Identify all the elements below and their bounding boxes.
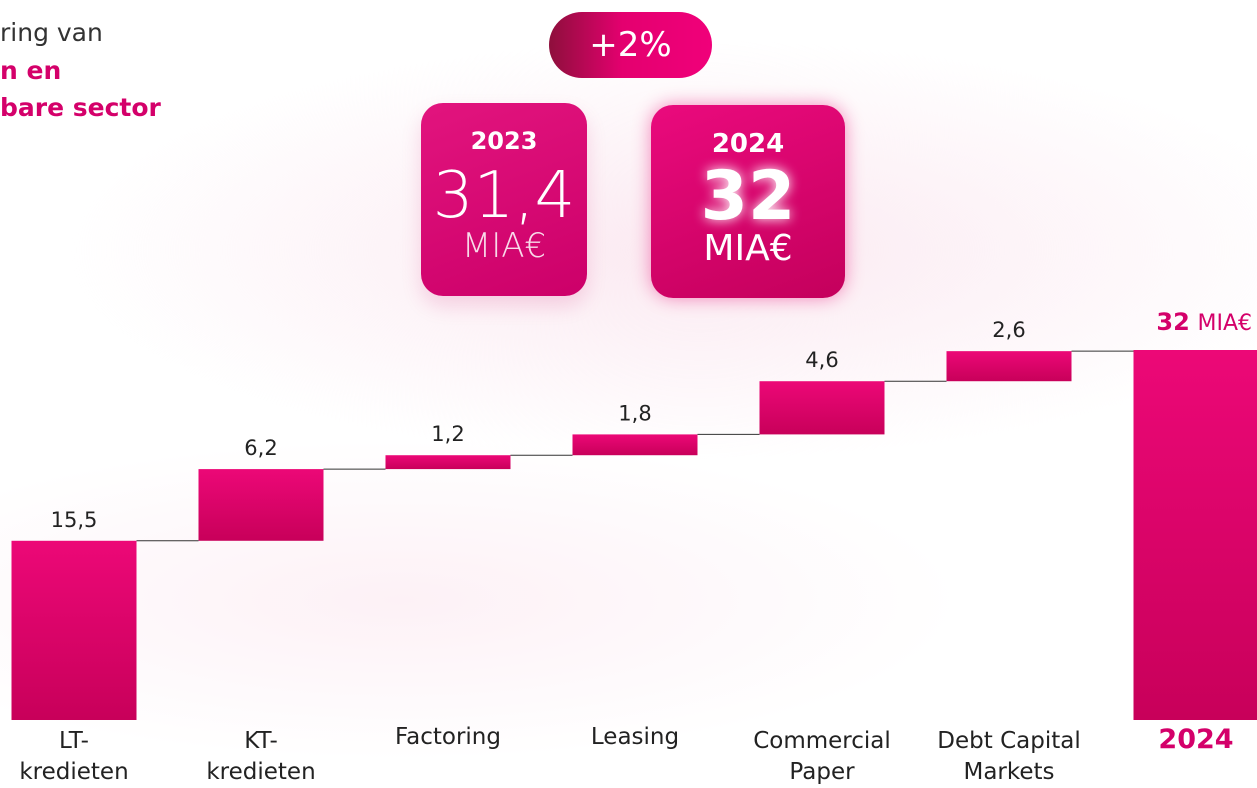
bar	[573, 434, 698, 455]
value-label: 1,8	[618, 401, 651, 425]
title-line: bare sector	[0, 93, 161, 122]
value-label: 2,6	[992, 318, 1025, 342]
x-tick-label: LT- kredieten	[0, 726, 169, 788]
card-unit: MIA€	[651, 233, 845, 265]
total-bar	[1134, 350, 1257, 720]
growth-badge: +2%	[549, 12, 712, 78]
x-tick-label: Commercial Paper	[727, 726, 917, 788]
value-label: 4,6	[805, 348, 838, 372]
total-category: 2024	[1101, 724, 1257, 755]
card-value: 32	[651, 161, 845, 233]
value-label: 1,2	[431, 422, 464, 446]
total-label: 32 MIA€	[1156, 308, 1252, 336]
card-2024: 2024 32 MIA€	[651, 105, 845, 298]
card-year: 2024	[651, 129, 845, 159]
total-value: 32	[1156, 308, 1189, 336]
bar	[947, 351, 1072, 381]
x-tick-label: Leasing	[540, 722, 730, 753]
bar	[760, 381, 885, 434]
card-unit: MIA€	[421, 231, 587, 261]
total-unit: MIA€	[1197, 311, 1252, 336]
title-line: n en	[0, 56, 61, 85]
value-label: 6,2	[244, 436, 277, 460]
value-label: 15,5	[51, 508, 98, 532]
x-tick-label: Factoring	[353, 722, 543, 753]
x-tick-label: KT- kredieten	[166, 726, 356, 788]
bar	[386, 455, 511, 469]
card-2023: 2023 31,4 MIA€	[421, 103, 587, 296]
card-year: 2023	[421, 127, 587, 155]
bar	[199, 469, 324, 541]
x-tick-label: Debt Capital Markets	[914, 726, 1104, 788]
card-value: 31,4	[421, 161, 587, 231]
title-line: ring van	[0, 18, 103, 47]
bar	[12, 541, 137, 720]
